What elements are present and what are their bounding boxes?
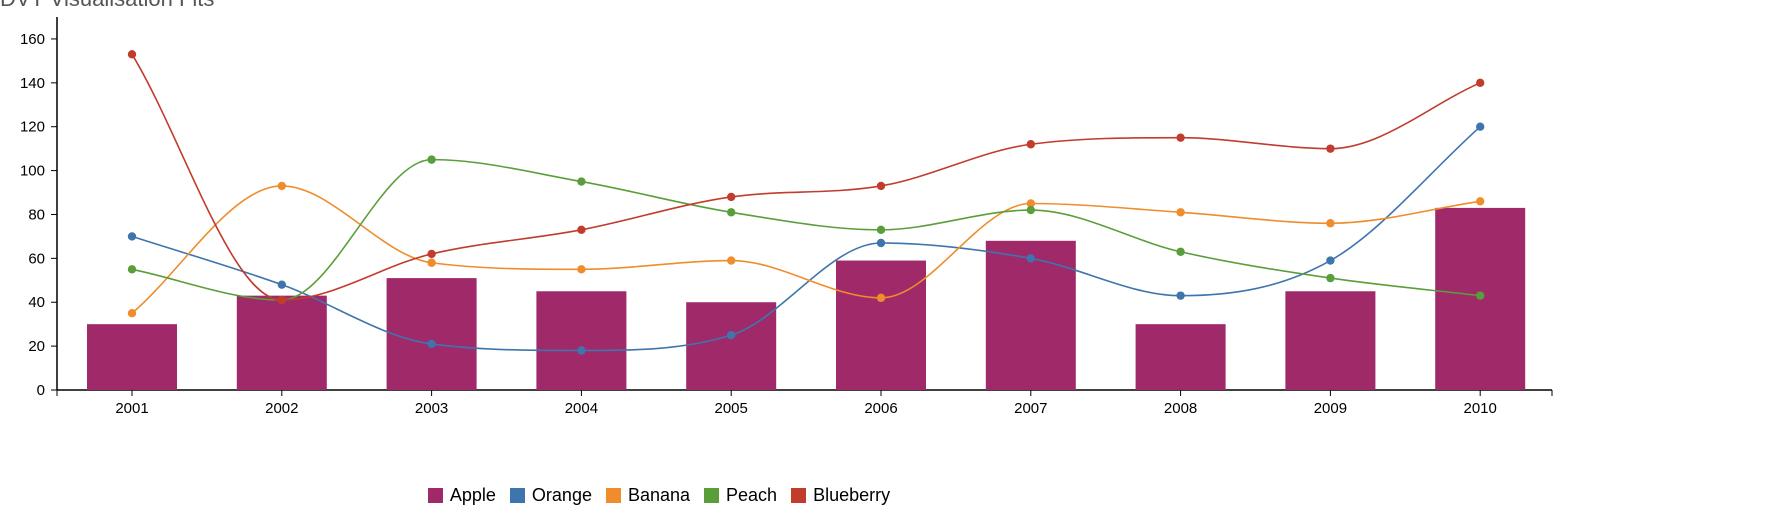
point-orange — [1026, 254, 1036, 263]
x-axis: 2001 2002 2003 2004 2005 2006 2007 2008 2009 2010 — [56, 389, 1553, 417]
legend-label: Orange — [531, 485, 592, 505]
bar-apple — [386, 278, 477, 390]
x-tick-label: 2001 — [115, 400, 148, 417]
legend-item-blueberry[interactable]: Blueberry — [791, 485, 890, 506]
page-title: DVT Visualisation Fits — [0, 0, 214, 12]
y-tick-label: 0 — [37, 382, 45, 399]
point-orange — [127, 232, 137, 241]
point-peach — [1176, 247, 1185, 256]
point-orange — [1476, 122, 1485, 131]
legend-label: Banana — [627, 485, 691, 505]
y-tick-label: 100 — [20, 163, 45, 180]
point-blueberry — [127, 50, 137, 59]
point-peach — [427, 155, 436, 164]
line-banana — [131, 185, 1481, 314]
legend-swatch — [605, 488, 621, 503]
x-tick-label: 2006 — [864, 400, 897, 417]
point-banana — [1026, 199, 1036, 208]
bar-apple — [985, 240, 1076, 390]
line-orange — [131, 126, 1481, 352]
point-peach — [1326, 273, 1335, 283]
legend-item-orange[interactable]: Orange — [509, 485, 592, 506]
point-peach — [727, 208, 736, 217]
y-axis: 0 20 40 60 80 100 120 140 160 — [20, 17, 58, 399]
y-tick-label: 60 — [28, 250, 45, 267]
line-blueberry — [131, 53, 1481, 301]
point-banana — [1326, 219, 1335, 228]
legend-swatch — [427, 488, 443, 503]
point-orange — [277, 280, 286, 289]
point-blueberry — [577, 225, 586, 235]
y-tick-label: 40 — [28, 294, 45, 311]
point-blueberry — [1476, 78, 1485, 88]
legend-label: Blueberry — [813, 485, 891, 505]
x-tick-label: 2002 — [265, 400, 298, 417]
point-banana — [427, 258, 436, 267]
point-banana — [277, 181, 286, 191]
y-tick-label: 20 — [28, 338, 45, 355]
bar-apple — [1135, 324, 1226, 390]
legend-label: Apple — [449, 485, 496, 505]
legend-swatch — [791, 488, 807, 503]
x-tick-label: 2009 — [1314, 400, 1347, 417]
bar-apple — [836, 260, 926, 390]
y-tick-label: 140 — [20, 75, 45, 92]
point-banana — [727, 256, 736, 265]
point-banana — [1176, 208, 1185, 217]
line-peach — [131, 158, 1481, 301]
y-tick-label: 160 — [20, 31, 45, 48]
x-tick-label: 2003 — [415, 400, 448, 417]
point-peach — [1026, 205, 1036, 215]
point-banana — [876, 293, 886, 303]
point-orange — [876, 238, 886, 248]
x-tick-label: 2010 — [1464, 400, 1497, 417]
point-orange — [577, 346, 586, 355]
point-orange — [427, 339, 436, 349]
legend-swatch — [704, 488, 720, 503]
point-blueberry — [1026, 140, 1036, 149]
x-tick-label: 2007 — [1014, 400, 1047, 417]
legend-item-peach[interactable]: Peach — [704, 485, 777, 506]
point-blueberry — [1176, 133, 1185, 142]
legend-item-banana[interactable]: Banana — [605, 485, 691, 506]
y-tick-label: 120 — [20, 119, 45, 136]
legend-item-apple[interactable]: Apple — [427, 485, 496, 506]
bar-series-apple — [87, 207, 1526, 390]
point-peach — [1476, 291, 1485, 300]
point-blueberry — [727, 192, 736, 202]
point-orange — [1326, 256, 1335, 265]
point-blueberry — [277, 295, 286, 305]
point-peach — [127, 265, 137, 274]
point-blueberry — [1326, 144, 1335, 153]
point-banana — [127, 309, 137, 318]
x-tick-label: 2008 — [1164, 400, 1197, 417]
point-banana — [577, 265, 586, 274]
bar-apple — [1285, 291, 1376, 390]
legend-swatch — [509, 488, 525, 503]
point-blueberry — [427, 249, 436, 259]
point-peach — [577, 177, 586, 186]
point-banana — [1476, 197, 1485, 206]
bar-apple — [686, 302, 777, 390]
legend: Apple Orange Banana Peach Blueberry — [0, 485, 1318, 506]
point-peach — [876, 225, 886, 235]
x-tick-label: 2004 — [565, 400, 598, 417]
bar-apple — [236, 295, 327, 390]
y-tick-label: 80 — [28, 206, 45, 223]
legend-label: Peach — [726, 485, 778, 505]
point-orange — [1176, 291, 1185, 300]
point-orange — [727, 330, 736, 340]
x-tick-label: 2005 — [715, 400, 748, 417]
point-blueberry — [876, 181, 886, 191]
line-series — [127, 50, 1485, 355]
bar-apple — [87, 324, 177, 390]
bar-apple — [536, 291, 627, 390]
